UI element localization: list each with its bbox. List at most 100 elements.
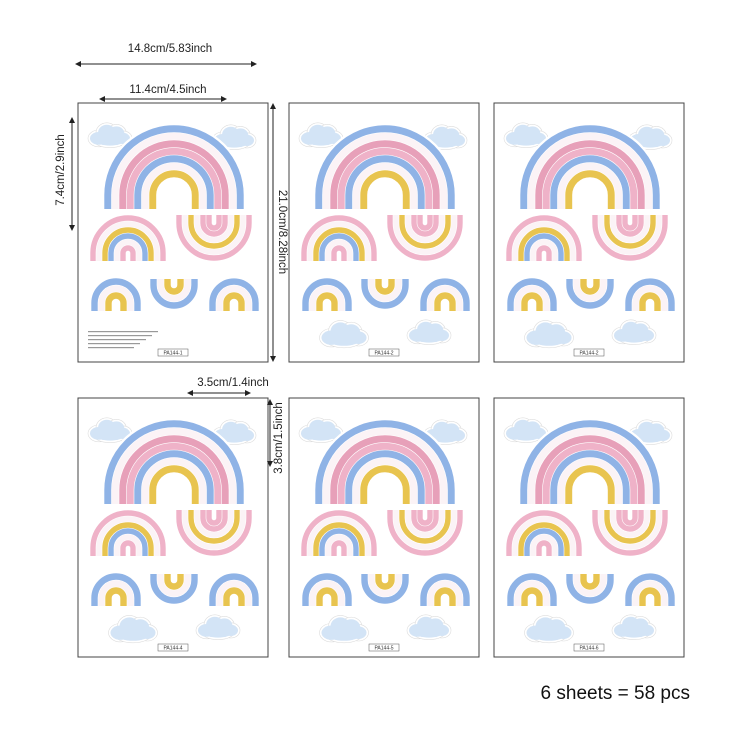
- sticker-outline: [174, 510, 254, 558]
- rainbow-sticker: [299, 508, 379, 556]
- fine-print-line: [88, 335, 152, 337]
- rainbow-band: [194, 215, 234, 243]
- rainbow-band: [313, 227, 365, 261]
- rainbow-band: [506, 215, 582, 261]
- rainbow-band: [307, 516, 371, 556]
- rainbow-band: [150, 574, 198, 604]
- cloud-part: [430, 136, 460, 148]
- rainbow-band: [520, 125, 660, 209]
- rainbow-band: [182, 510, 246, 550]
- rainbow-band: [119, 435, 229, 504]
- u-sticker: [174, 215, 254, 263]
- rainbow-band: [105, 292, 127, 311]
- rainbow-sticker: [504, 213, 584, 261]
- rainbow-band: [149, 170, 199, 209]
- cloud-part: [430, 431, 460, 443]
- rainbow-band: [330, 435, 440, 504]
- rainbow-sticker: [505, 571, 559, 606]
- rainbow-band: [524, 528, 564, 556]
- cloud: [108, 615, 158, 644]
- rainbow-band: [632, 580, 668, 606]
- rainbow-band: [313, 522, 365, 556]
- rainbow-band: [102, 522, 154, 556]
- cloud: [503, 417, 549, 443]
- sheet-tag: [573, 348, 605, 357]
- rainbow-band: [542, 147, 638, 209]
- cloud: [406, 614, 452, 640]
- cloud: [524, 615, 574, 644]
- fine-print-line: [88, 339, 146, 341]
- cloud-part: [116, 628, 150, 641]
- cloud-part: [219, 431, 249, 443]
- cloud: [87, 122, 133, 148]
- sticker-sheet: PA144-2: [288, 102, 480, 363]
- sticker-outline: [299, 213, 379, 261]
- rainbow-sticker: [518, 418, 662, 504]
- sheet-label: PA144-2: [579, 351, 598, 357]
- dim-label: 3.5cm/1.4inch: [197, 377, 269, 389]
- rainbow-band: [337, 442, 433, 504]
- rainbow-sticker: [623, 571, 677, 606]
- u-sticker: [385, 510, 465, 558]
- rainbow-band: [535, 140, 645, 209]
- rainbow-band: [360, 170, 410, 209]
- rainbow-band: [309, 580, 345, 606]
- rainbow-sticker: [102, 123, 246, 209]
- rainbow-band: [592, 215, 668, 261]
- rainbow-band: [157, 574, 191, 597]
- cloud: [406, 319, 452, 345]
- rainbow-sticker: [623, 276, 677, 311]
- rainbow-band: [150, 279, 198, 309]
- rainbow-band: [565, 170, 615, 209]
- rainbow-band: [316, 292, 338, 311]
- rainbow-band: [514, 285, 550, 311]
- sheet-label: PA144-6: [579, 646, 598, 652]
- cloud: [195, 614, 241, 640]
- sticker-outline: [299, 508, 379, 556]
- rainbow-band: [216, 580, 252, 606]
- rainbow-band: [90, 215, 166, 261]
- sheet-tag: [368, 348, 400, 357]
- rainbow-band: [302, 278, 352, 311]
- rainbow-band: [209, 573, 259, 606]
- rainbow-band: [527, 427, 653, 504]
- rainbow-band: [520, 420, 660, 504]
- sticker-outline: [88, 213, 168, 261]
- rainbow-band: [337, 147, 433, 209]
- rainbow-band: [90, 510, 166, 556]
- rainbow-band: [616, 510, 644, 532]
- cloud-part: [327, 628, 361, 641]
- rainbow-band: [302, 573, 352, 606]
- sticker-outline: [504, 508, 584, 556]
- rainbow-band: [625, 278, 675, 311]
- rainbow-band: [322, 427, 448, 504]
- cloud: [611, 614, 657, 640]
- rainbow-band: [149, 465, 199, 504]
- rainbow-band: [188, 215, 240, 249]
- sheet-label: PA144-5: [374, 646, 393, 652]
- rainbow-band: [164, 279, 184, 295]
- rainbow-band: [573, 574, 607, 597]
- fine-print: [88, 331, 158, 349]
- sheet-tag: [157, 643, 189, 652]
- u-sticker: [174, 510, 254, 558]
- rainbow-band: [209, 278, 259, 311]
- rainbow-band: [536, 540, 552, 556]
- cloud-part: [511, 134, 541, 146]
- rainbow-band: [434, 587, 456, 606]
- rainbow-band: [512, 516, 576, 556]
- fine-print-line: [88, 343, 140, 345]
- rainbow-band: [307, 221, 371, 261]
- cloud-part: [532, 628, 566, 641]
- cloud: [87, 417, 133, 443]
- rainbow-band: [345, 155, 425, 209]
- rainbow-sticker: [89, 276, 143, 311]
- rainbow-band: [368, 574, 402, 597]
- rainbow-band: [530, 534, 558, 556]
- rainbow-band: [521, 292, 543, 311]
- rainbow-band: [639, 587, 661, 606]
- rainbow-band: [361, 279, 409, 309]
- rainbow-band: [111, 132, 237, 209]
- u-sticker: [590, 215, 670, 263]
